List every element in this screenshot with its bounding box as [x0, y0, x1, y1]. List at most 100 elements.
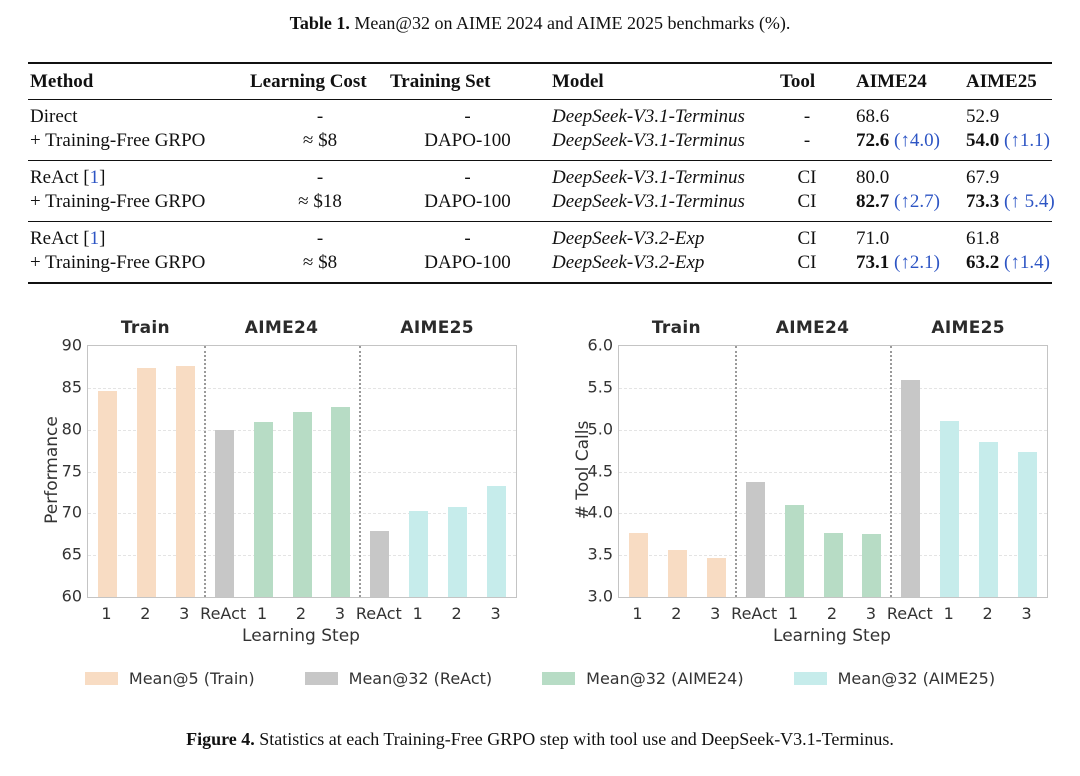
bar — [667, 550, 687, 597]
delta-badge: (↑1.4) — [1004, 252, 1050, 273]
cell-aime25: 63.2 (↑1.4) — [949, 251, 1052, 283]
cell-aime24: 82.7 (↑2.7) — [834, 190, 949, 222]
cell-learning-cost: - — [316, 106, 324, 127]
cell-learning-cost: ≈ $8 — [302, 252, 338, 273]
bar — [901, 380, 921, 597]
x-tick-label: 2 — [671, 604, 682, 623]
cell-aime24: 71.0 — [834, 222, 949, 252]
score-value: 73.1 — [856, 252, 890, 273]
section-title: AIME24 — [244, 318, 319, 338]
x-tick-label: 1 — [632, 604, 643, 623]
bar — [253, 422, 273, 597]
table-group: Direct - - DeepSeek-V3.1-Terminus -68.6 52.9 +… — [28, 100, 1052, 161]
table-row: + Training-Free GRPO ≈ $18 DAPO-100 DeepSee… — [28, 190, 1055, 222]
legend-item: Mean@5 (Train) — [84, 669, 255, 688]
table-row: + Training-Free GRPO ≈ $8 DAPO-100 DeepSeek… — [28, 129, 1052, 161]
cell-aime25: 73.3 (↑ 5.4) — [949, 190, 1055, 222]
bar — [823, 532, 843, 597]
score-value: 82.7 — [856, 191, 890, 212]
bar — [784, 504, 804, 597]
citation-link[interactable]: 1 — [89, 228, 100, 249]
legend-label: Mean@32 (ReAct) — [348, 669, 493, 688]
bar — [409, 510, 429, 597]
x-tick-label: 2 — [982, 604, 993, 623]
gridline — [88, 387, 516, 389]
cell-aime25: 54.0 (↑1.1) — [949, 129, 1052, 161]
x-tick-label: ReAct — [886, 604, 933, 623]
bar — [448, 506, 468, 597]
bar — [331, 407, 351, 597]
y-tick-label: 6.0 — [587, 335, 613, 355]
y-tick-label: 3.5 — [587, 544, 613, 564]
cell-method: + Training-Free GRPO — [30, 130, 206, 151]
cell-aime24: 73.1 (↑2.1) — [834, 251, 949, 283]
cell-tool: - — [803, 106, 811, 127]
gridline — [619, 387, 1047, 389]
y-tick-label: 4.5 — [587, 461, 613, 480]
score-value: 71.0 — [856, 228, 890, 249]
cell-aime24: 68.6 — [834, 100, 949, 130]
section-divider — [203, 346, 206, 597]
table-row: + Training-Free GRPO ≈ $8 DAPO-100 DeepSeek… — [28, 251, 1052, 283]
x-tick-label: ReAct — [200, 604, 247, 623]
delta-badge: (↑2.1) — [894, 252, 940, 273]
x-tick-label: 3 — [179, 604, 190, 623]
legend-item: Mean@32 (ReAct) — [304, 669, 493, 688]
table-title: Table 1. Mean@32 on AIME 2024 and AIME 2… — [0, 13, 1080, 34]
gridline — [619, 471, 1047, 473]
cell-model: DeepSeek-V3.2-Exp — [552, 252, 705, 273]
x-tick-label: ReAct — [355, 604, 402, 623]
section-divider — [734, 346, 737, 597]
cell-model: DeepSeek-V3.2-Exp — [552, 228, 705, 249]
cell-aime25: 67.9 — [949, 161, 1052, 191]
bar — [175, 366, 195, 597]
score-value: 61.8 — [966, 228, 1000, 249]
table-group: ReAct [1] - - DeepSeek-V3.2-Exp CI 71.0 61.8 + … — [28, 222, 1052, 283]
cell-aime25: 61.8 — [949, 222, 1052, 252]
x-tick-label: 1 — [943, 604, 954, 623]
y-tick-label: 3.0 — [587, 586, 613, 606]
cell-learning-cost: - — [316, 167, 324, 188]
col-header-training-set: Training Set — [390, 71, 491, 92]
x-tick-label: 3 — [710, 604, 721, 623]
section-title: Train — [651, 318, 701, 338]
section-title: AIME25 — [400, 318, 474, 338]
x-tick-label: 1 — [412, 604, 423, 623]
bar — [628, 532, 648, 597]
cell-method: ReAct [1] — [30, 167, 106, 188]
tool-calls-plot-area — [618, 345, 1048, 598]
cell-training-set: DAPO-100 — [424, 130, 511, 151]
y-tick-label: 90 — [61, 335, 82, 355]
bar — [706, 557, 726, 597]
cell-aime24: 72.6 (↑4.0) — [834, 129, 949, 161]
cell-tool: CI — [797, 167, 817, 188]
y-tick-label: 65 — [61, 544, 82, 564]
citation-link[interactable]: 1 — [89, 167, 100, 188]
table-row: ReAct [1] - - DeepSeek-V3.2-Exp CI 71.0 61.8 — [28, 222, 1052, 252]
bar — [370, 530, 390, 597]
gridline — [619, 513, 1047, 515]
delta-badge: (↑ 5.4) — [1004, 191, 1055, 212]
legend-swatch — [542, 672, 576, 685]
bar — [214, 429, 234, 597]
x-tick-label: 2 — [451, 604, 462, 623]
cell-tool: CI — [797, 228, 817, 249]
score-value: 63.2 — [966, 252, 1000, 273]
table-group: ReAct [1] - - DeepSeek-V3.1-Terminus CI 80.0 6… — [28, 161, 1055, 222]
score-value: 73.3 — [966, 191, 1000, 212]
bar — [745, 482, 765, 597]
figure-caption-text: Statistics at each Training-Free GRPO st… — [254, 729, 894, 749]
x-tick-label: 3 — [1021, 604, 1032, 623]
col-header-aime24: AIME24 — [856, 71, 927, 92]
bar — [97, 391, 117, 597]
bar — [862, 534, 882, 597]
delta-badge: (↑1.1) — [1004, 130, 1050, 151]
section-divider — [890, 346, 893, 597]
x-tick-label: 2 — [140, 604, 151, 623]
table-title-text: Mean@32 on AIME 2024 and AIME 2025 bench… — [349, 13, 791, 33]
cell-learning-cost: ≈ $8 — [302, 130, 338, 151]
legend-swatch — [304, 672, 338, 685]
section-title: Train — [120, 318, 170, 338]
cell-training-set: - — [464, 167, 471, 188]
